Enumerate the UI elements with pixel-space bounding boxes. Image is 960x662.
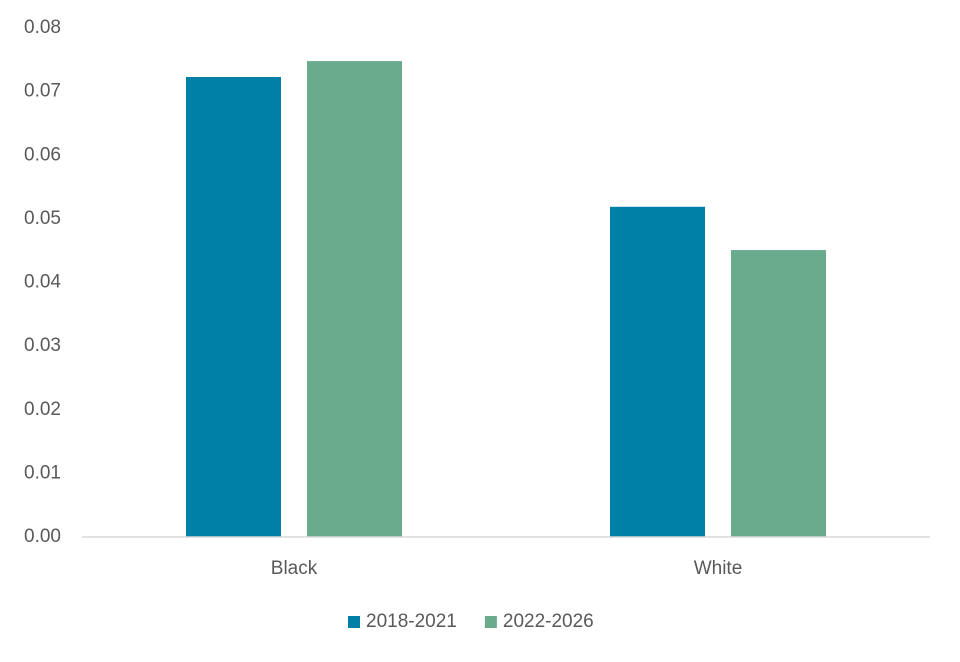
y-tick-label: 0.05 [24,208,61,229]
legend-label: 2022-2026 [503,611,594,632]
legend-swatch [348,616,360,628]
legend-label: 2018-2021 [366,611,457,632]
y-tick-label: 0.06 [24,144,61,165]
legend-swatch [484,616,497,628]
bar [186,76,281,538]
bar [610,206,705,537]
y-tick-label: 0.03 [24,335,61,356]
y-tick-label: 0.07 [24,81,61,102]
y-tick-label: 0.04 [24,272,61,293]
y-tick-label: 0.02 [24,399,61,420]
x-tick-label: White [694,558,743,579]
x-tick-label: Black [271,558,318,579]
y-tick-label: 0.08 [24,17,61,38]
bar [307,61,402,538]
y-tick-label: 0.01 [24,462,61,483]
y-tick-label: 0.00 [24,526,61,547]
bar [731,250,826,537]
